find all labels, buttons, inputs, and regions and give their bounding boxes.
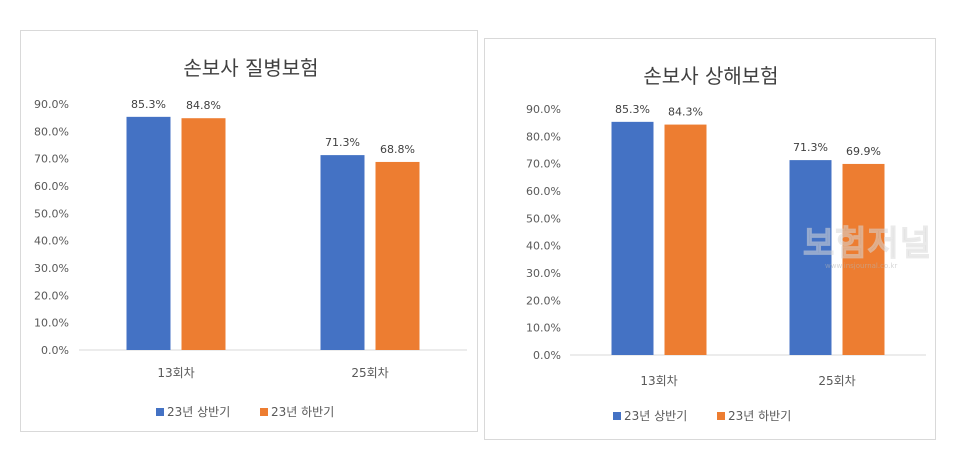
legend-label: 23년 하반기 <box>728 409 791 423</box>
y-tick-label: 20.0% <box>34 289 69 302</box>
y-tick-label: 40.0% <box>34 235 69 248</box>
bar-h1-2 <box>789 160 832 355</box>
legend-label: 23년 하반기 <box>271 405 334 419</box>
chart-title: 손보사 상해보험 <box>643 64 778 88</box>
y-tick-label: 80.0% <box>34 125 69 138</box>
y-tick-label: 30.0% <box>526 267 561 280</box>
legend-swatch <box>717 412 725 420</box>
data-label: 85.3% <box>131 98 166 111</box>
data-label: 69.9% <box>846 145 881 158</box>
x-category-label: 25회차 <box>351 366 388 380</box>
bar-h1-2 <box>320 155 365 350</box>
y-tick-label: 10.0% <box>526 322 561 335</box>
x-category-label: 13회차 <box>640 374 677 388</box>
data-label: 85.3% <box>615 103 650 116</box>
y-tick-label: 0.0% <box>41 344 69 357</box>
y-tick-label: 60.0% <box>34 180 69 193</box>
chart-injury-insurance: 손보사 상해보험 0.0% 10.0% 20.0% 30.0% 40.0% 50.0% 60.… <box>526 64 926 423</box>
y-tick-label: 10.0% <box>34 317 69 330</box>
legend-swatch <box>260 408 268 416</box>
y-tick-label: 70.0% <box>526 158 561 171</box>
bar-h1-1 <box>126 116 171 350</box>
watermark-logo: 보험저널 www.insjournal.co.kr <box>795 212 940 278</box>
chart-disease-insurance: 손보사 질병보험 0.0% 10.0% 20.0% 30.0% 40.0% 50.0% 60.… <box>34 56 467 419</box>
legend-swatch <box>156 408 164 416</box>
chart-title: 손보사 질병보험 <box>183 56 318 80</box>
y-tick-label: 20.0% <box>526 294 561 307</box>
y-tick-label: 50.0% <box>34 207 69 220</box>
data-label: 71.3% <box>325 136 360 149</box>
y-tick-label: 50.0% <box>526 212 561 225</box>
bar-h1-1 <box>611 121 654 355</box>
chart-panel-disease: 손보사 질병보험 0.0% 10.0% 20.0% 30.0% 40.0% 50.0% 60.… <box>20 30 478 432</box>
legend-label: 23년 상반기 <box>624 409 687 423</box>
y-tick-label: 0.0% <box>533 349 561 362</box>
y-tick-label: 80.0% <box>526 130 561 143</box>
x-category-label: 13회차 <box>157 366 194 380</box>
data-label: 84.3% <box>668 106 703 119</box>
x-category-label: 25회차 <box>818 374 855 388</box>
data-label: 84.8% <box>186 99 221 112</box>
legend-label: 23년 상반기 <box>167 405 230 419</box>
bar-h2-1 <box>664 124 707 355</box>
y-tick-label: 70.0% <box>34 153 69 166</box>
bar-h2-2 <box>375 161 420 350</box>
chart-panel-injury: 손보사 상해보험 0.0% 10.0% 20.0% 30.0% 40.0% 50.0% 60.… <box>484 38 936 440</box>
y-tick-label: 40.0% <box>526 240 561 253</box>
legend-swatch <box>613 412 621 420</box>
y-tick-label: 90.0% <box>526 103 561 116</box>
data-label: 68.8% <box>380 143 415 156</box>
watermark-text: 보험저널 <box>802 224 933 265</box>
bar-h2-1 <box>181 118 226 350</box>
y-tick-label: 60.0% <box>526 185 561 198</box>
y-tick-label: 90.0% <box>34 98 69 111</box>
y-tick-label: 30.0% <box>34 262 69 275</box>
bar-h2-2 <box>842 163 885 355</box>
data-label: 71.3% <box>793 141 828 154</box>
watermark-subtext: www.insjournal.co.kr <box>825 262 898 270</box>
